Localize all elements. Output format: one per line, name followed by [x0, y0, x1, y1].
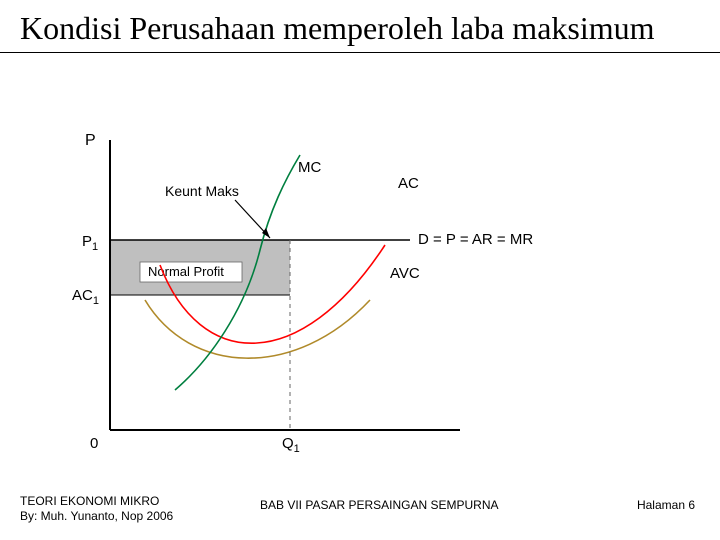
- footer-center: BAB VII PASAR PERSAINGAN SEMPURNA: [260, 498, 499, 512]
- origin-label: 0: [90, 435, 98, 452]
- y-axis-label: P: [85, 132, 96, 149]
- mc-label: MC: [298, 159, 321, 176]
- q1-label: Q1: [282, 435, 300, 455]
- footer-right: Halaman 6: [637, 498, 695, 512]
- avc-label: AVC: [390, 265, 420, 282]
- footer-left-line1: TEORI EKONOMI MIKRO: [20, 494, 173, 510]
- economics-chart: Normal Profit P 0 MC AC D = P = AR = MR …: [70, 130, 570, 460]
- title-area: Kondisi Perusahaan memperoleh laba maksi…: [0, 0, 720, 53]
- p1-label: P1: [82, 233, 98, 253]
- ac-label: AC: [398, 175, 419, 192]
- footer-left: TEORI EKONOMI MIKRO By: Muh. Yunanto, No…: [20, 494, 173, 525]
- ac1-label: AC1: [72, 287, 99, 307]
- normal-profit-label: Normal Profit: [148, 264, 224, 279]
- footer-left-line2: By: Muh. Yunanto, Nop 2006: [20, 509, 173, 525]
- page-title: Kondisi Perusahaan memperoleh laba maksi…: [20, 10, 700, 47]
- chart-svg: Normal Profit P 0 MC AC D = P = AR = MR …: [70, 130, 570, 460]
- demand-label: D = P = AR = MR: [418, 231, 533, 248]
- avc-curve: [145, 300, 370, 358]
- keunt-maks-label: Keunt Maks: [165, 183, 239, 199]
